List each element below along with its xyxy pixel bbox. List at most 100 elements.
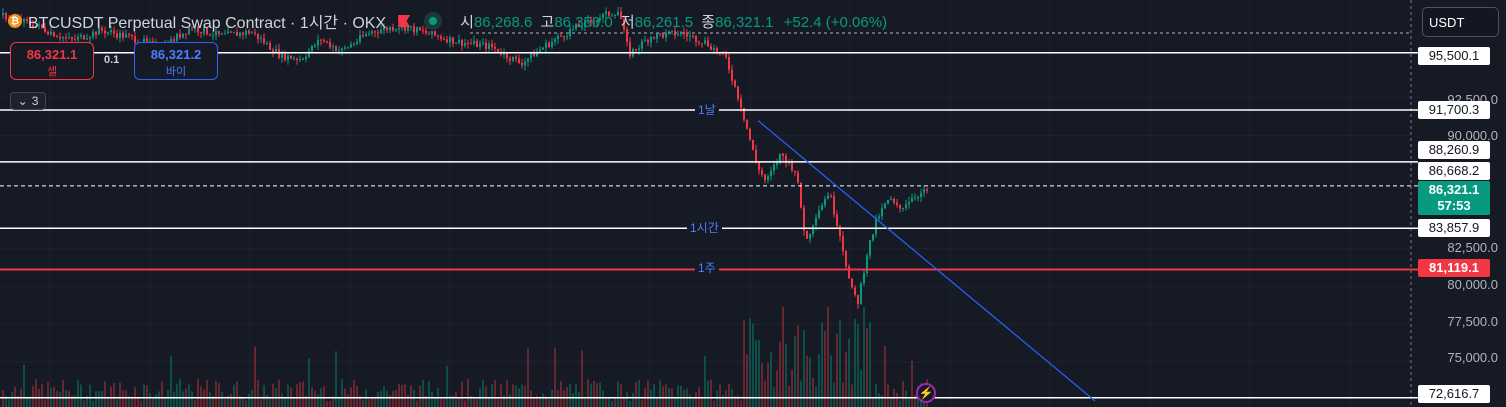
volume-bar xyxy=(395,390,397,407)
candle-body xyxy=(203,27,205,34)
volume-bar xyxy=(89,384,91,407)
ohlc-values: 시86,268.6 고86,350.0 저86,261.5 종86,321.1 … xyxy=(460,13,888,31)
candle-body xyxy=(542,47,544,50)
volume-bar xyxy=(803,329,805,407)
volume-bar xyxy=(314,390,316,407)
candle-body xyxy=(905,204,907,209)
volume-bar xyxy=(251,390,253,407)
volume-bar xyxy=(446,365,448,407)
candle-body xyxy=(533,52,535,57)
volume-bar xyxy=(284,398,286,407)
candle-body xyxy=(590,19,592,22)
candle-body xyxy=(647,40,649,43)
lightning-icon[interactable]: ⚡ xyxy=(916,383,936,403)
level-price-label[interactable]: 86,668.2 xyxy=(1418,162,1490,180)
volume-bar xyxy=(5,395,7,407)
candle-body xyxy=(437,35,439,37)
volume-bar xyxy=(875,384,877,407)
candle-body xyxy=(605,11,607,14)
candle-body xyxy=(584,20,586,27)
candle-body xyxy=(230,31,232,33)
volume-bar xyxy=(173,391,175,407)
volume-bar xyxy=(383,386,385,407)
candle-body xyxy=(176,33,178,41)
volume-bar xyxy=(779,341,781,407)
volume-bar xyxy=(713,400,715,407)
volume-bar xyxy=(497,397,499,407)
market-status-icon[interactable] xyxy=(424,12,443,30)
candle-body xyxy=(566,36,568,38)
level-price-label[interactable]: 91,700.3 xyxy=(1418,101,1490,119)
sell-button[interactable]: 86,321.1 셀 xyxy=(10,42,94,80)
volume-bar xyxy=(476,398,478,407)
volume-bar xyxy=(809,357,811,407)
volume-bar xyxy=(443,399,445,407)
volume-bar xyxy=(86,396,88,407)
buy-button[interactable]: 86,321.2 바이 xyxy=(134,42,218,80)
volume-bar xyxy=(347,394,349,407)
candle-body xyxy=(296,58,298,60)
last-price-label[interactable]: 86,321.1 57:53 xyxy=(1418,181,1490,215)
volume-bar xyxy=(116,399,118,407)
volume-bar xyxy=(500,383,502,407)
level-price-label[interactable]: 83,857.9 xyxy=(1418,219,1490,237)
candle-body xyxy=(803,207,805,231)
volume-bar xyxy=(719,384,721,407)
volume-bar xyxy=(197,379,199,407)
volume-bar xyxy=(71,395,73,407)
volume-bar xyxy=(188,384,190,407)
candle-body xyxy=(152,41,154,43)
volume-bar xyxy=(422,379,424,407)
volume-bar xyxy=(767,363,769,407)
line-tag-day[interactable]: 1날 xyxy=(695,103,719,118)
volume-bar xyxy=(749,318,751,407)
candle-body xyxy=(812,225,814,235)
volume-bar xyxy=(524,385,526,407)
volume-bar xyxy=(605,398,607,407)
volume-bar xyxy=(386,390,388,407)
candle-body xyxy=(629,41,631,57)
volume-bar xyxy=(545,397,547,407)
candle-body xyxy=(209,34,211,36)
flag-icon[interactable] xyxy=(398,15,411,27)
line-tag-week[interactable]: 1주 xyxy=(695,261,719,276)
volume-bar xyxy=(728,384,730,407)
volume-bar xyxy=(503,395,505,407)
candle-body xyxy=(521,62,523,66)
candle-body xyxy=(398,28,400,30)
candle-body xyxy=(419,27,421,31)
candle-body xyxy=(428,33,430,35)
volume-bar xyxy=(377,391,379,407)
candle-body xyxy=(359,35,361,42)
volume-bar xyxy=(62,379,64,407)
volume-bar xyxy=(23,364,25,407)
level-price-label[interactable]: 81,119.1 xyxy=(1418,259,1490,277)
candle-body xyxy=(416,27,418,33)
indicators-toggle-button[interactable]: ⌄ 3 xyxy=(10,92,46,110)
volume-bar xyxy=(68,391,70,407)
volume-bar xyxy=(590,383,592,407)
line-tag-hour[interactable]: 1시간 xyxy=(687,221,722,236)
volume-bar xyxy=(209,392,211,407)
currency-select[interactable]: USDT xyxy=(1422,7,1499,37)
volume-bar xyxy=(662,386,664,407)
volume-bar xyxy=(131,397,133,407)
candle-body xyxy=(80,35,82,37)
candle-body xyxy=(572,28,574,30)
candle-body xyxy=(350,44,352,48)
candle-body xyxy=(677,34,679,36)
order-quantity[interactable]: 0.1 xyxy=(104,54,120,66)
level-price-label[interactable]: 72,616.7 xyxy=(1418,385,1490,403)
candle-body xyxy=(407,27,409,31)
candle-body xyxy=(434,31,436,36)
level-price-label[interactable]: 88,260.9 xyxy=(1418,141,1490,159)
candle-body xyxy=(893,198,895,203)
volume-bar xyxy=(260,399,262,407)
candle-body xyxy=(863,273,865,284)
symbol-title[interactable]: BTCUSDT Perpetual Swap Contract · 1시간 · … xyxy=(28,15,387,32)
candle-body xyxy=(239,32,241,36)
level-price-label[interactable]: 95,500.1 xyxy=(1418,47,1490,65)
candle-body xyxy=(308,50,310,57)
volume-bar xyxy=(848,338,850,407)
